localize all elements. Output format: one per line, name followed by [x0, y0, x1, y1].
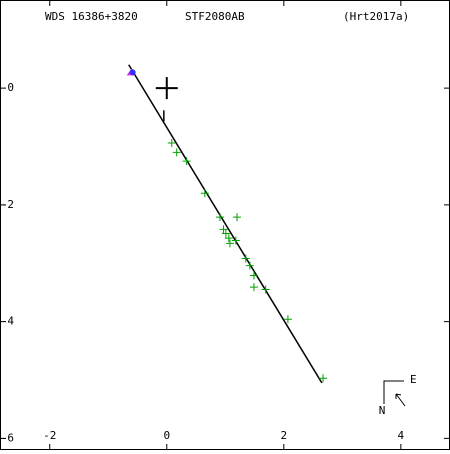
- observation: [245, 261, 254, 270]
- observation: [241, 254, 250, 263]
- observation: [182, 157, 191, 166]
- observation: [219, 225, 228, 234]
- compass-east: E: [410, 373, 417, 386]
- chart-title: STF2080AB: [185, 10, 245, 23]
- x-tick-label: 0: [163, 429, 170, 442]
- title-left: WDS 16386+3820: [45, 10, 138, 23]
- orbit-line: [128, 64, 323, 384]
- observation: [232, 213, 241, 222]
- observation: [167, 138, 176, 147]
- y-tick-label: 0: [7, 81, 14, 94]
- observation: [200, 189, 209, 198]
- observation: [216, 213, 225, 222]
- observation: [249, 283, 258, 292]
- compass: [383, 380, 406, 407]
- y-tick-label: -4: [1, 315, 15, 328]
- observation: [172, 148, 181, 157]
- x-tick-label: 4: [398, 429, 405, 442]
- observation: [225, 239, 234, 248]
- observation: [231, 236, 240, 245]
- compass-north: N: [379, 404, 386, 417]
- predicted-dot: [129, 69, 136, 76]
- observation: [261, 285, 270, 294]
- y-tick-label: -2: [1, 198, 14, 211]
- title-right: (Hrt2017a): [343, 10, 409, 23]
- observation: [319, 374, 328, 383]
- primary-star: [155, 77, 178, 100]
- observation: [221, 229, 230, 238]
- observation: [283, 315, 292, 324]
- observation: [224, 234, 233, 243]
- y-tick-label: -6: [1, 431, 14, 444]
- x-tick-label: -2: [43, 429, 56, 442]
- x-tick-label: 2: [280, 429, 287, 442]
- observation: [249, 271, 258, 280]
